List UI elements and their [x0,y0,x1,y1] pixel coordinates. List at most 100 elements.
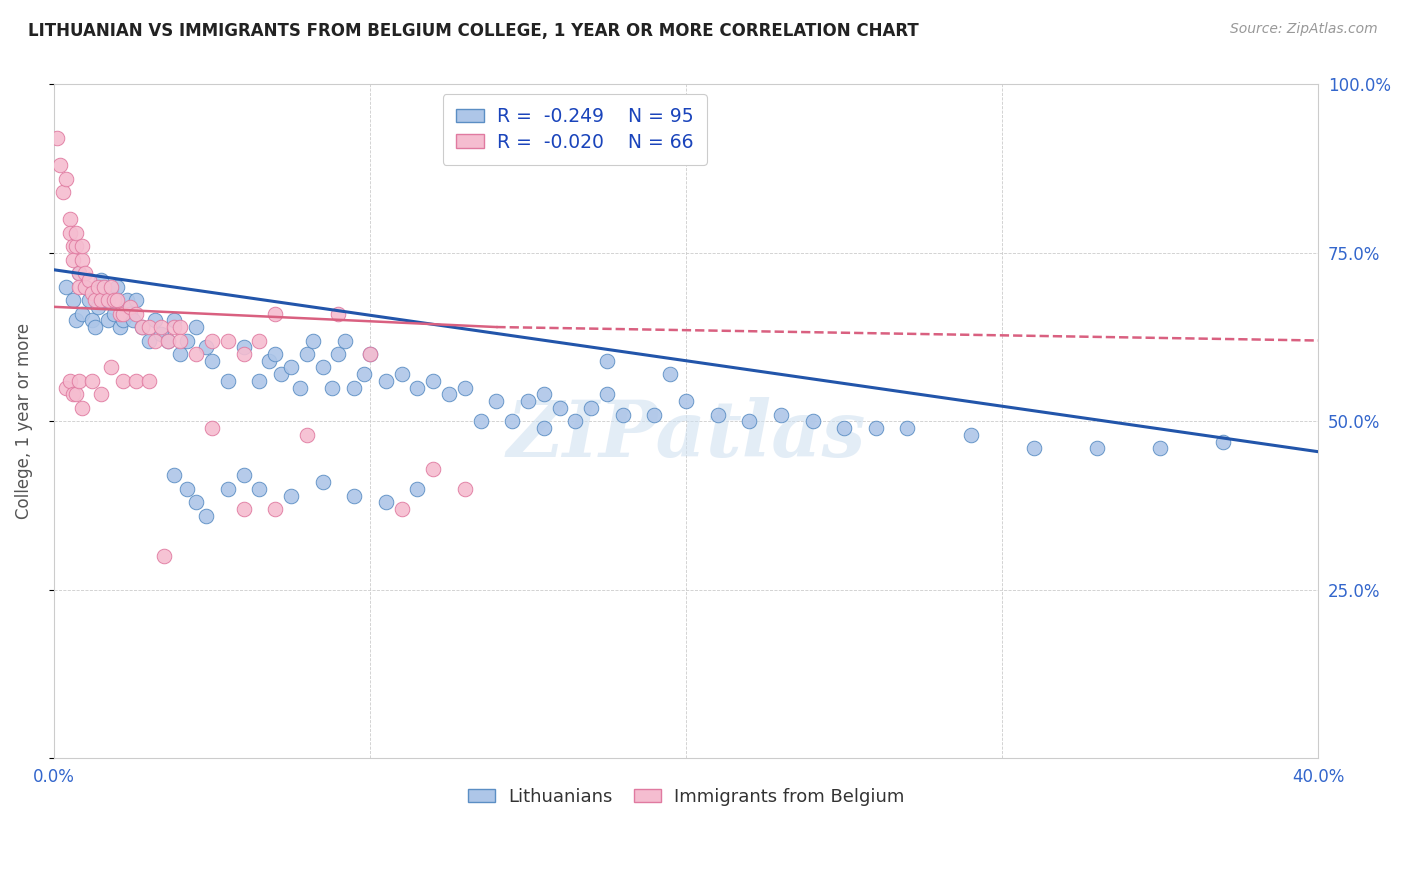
Point [77,293,100,307]
Point [454,482,477,496]
Point [67,266,90,280]
Point [55,381,77,395]
Point [72,401,94,415]
Point [343,381,366,395]
Point [62,293,84,307]
Point [501,414,523,428]
Point [295,428,318,442]
Point [548,401,571,415]
Point [163,313,186,327]
Point [84,293,107,307]
Point [90,387,112,401]
Point [138,374,160,388]
Point [184,495,207,509]
Text: Source: ZipAtlas.com: Source: ZipAtlas.com [1230,22,1378,37]
Point [65,313,87,327]
Point [201,334,224,348]
Point [97,313,120,327]
Point [801,414,824,428]
Point [110,307,132,321]
Point [93,293,115,307]
Point [62,252,84,267]
Point [391,502,413,516]
Point [517,394,540,409]
Point [343,489,366,503]
Point [184,320,207,334]
Point [143,334,166,348]
Point [359,347,381,361]
Point [738,414,761,428]
Point [247,334,270,348]
Point [121,313,143,327]
Text: LITHUANIAN VS IMMIGRANTS FROM BELGIUM COLLEGE, 1 YEAR OR MORE CORRELATION CHART: LITHUANIAN VS IMMIGRANTS FROM BELGIUM CO… [28,22,920,40]
Point [470,414,492,428]
Point [93,279,115,293]
Point [353,368,375,382]
Point [87,300,110,314]
Point [52,186,75,200]
Point [67,266,90,280]
Point [374,495,396,509]
Point [72,239,94,253]
Point [125,293,148,307]
Point [217,374,239,388]
Point [72,252,94,267]
Text: ZIPatlas: ZIPatlas [506,397,866,473]
Point [311,360,333,375]
Point [659,368,682,382]
Point [75,279,97,293]
Point [169,334,191,348]
Point [675,394,697,409]
Point [67,374,90,388]
Point [100,279,122,293]
Point [201,421,224,435]
Point [1149,442,1171,456]
Point [280,360,302,375]
Point [176,482,198,496]
Point [65,239,87,253]
Point [153,549,176,564]
Point [328,307,350,321]
Point [65,226,87,240]
Point [643,408,665,422]
Point [333,334,356,348]
Point [176,334,198,348]
Point [100,286,122,301]
Point [194,508,217,523]
Point [80,313,103,327]
Point [138,334,160,348]
Point [118,300,141,314]
Point [49,158,72,172]
Point [131,320,153,334]
Point [311,475,333,489]
Point [115,293,138,307]
Point [769,408,792,422]
Point [55,171,77,186]
Point [62,239,84,253]
Point [217,482,239,496]
Point [75,279,97,293]
Point [232,468,254,483]
Point [290,381,312,395]
Point [169,320,191,334]
Point [72,307,94,321]
Y-axis label: College, 1 year or more: College, 1 year or more [15,323,32,519]
Point [1212,434,1234,449]
Point [374,374,396,388]
Point [100,360,122,375]
Point [201,353,224,368]
Point [90,273,112,287]
Point [247,374,270,388]
Point [422,461,444,475]
Point [156,334,179,348]
Point [280,489,302,503]
Point [131,320,153,334]
Point [264,307,287,321]
Point [1085,442,1108,456]
Point [270,368,292,382]
Point [321,381,343,395]
Point [422,374,444,388]
Point [46,131,69,145]
Point [959,428,981,442]
Point [80,374,103,388]
